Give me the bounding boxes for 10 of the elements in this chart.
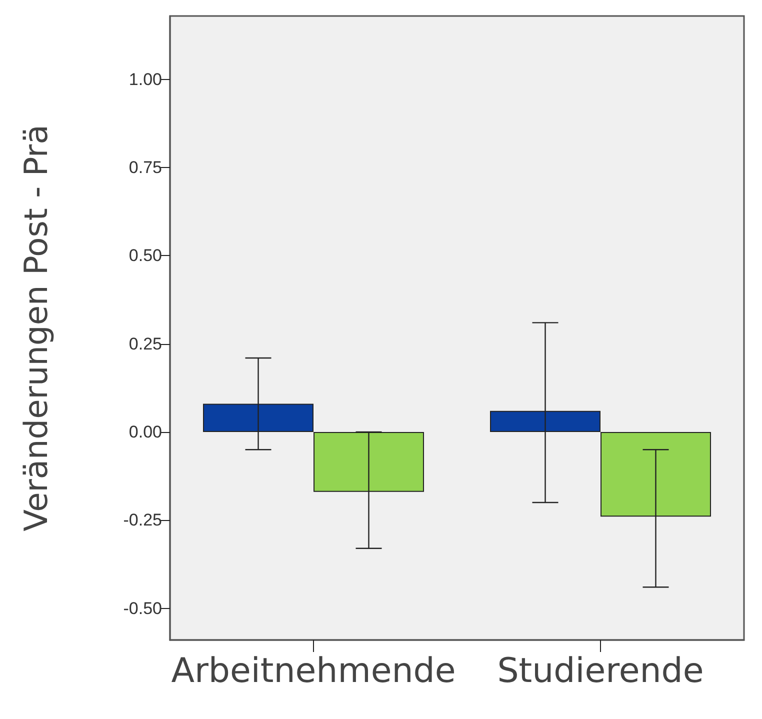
x-tick-label: Studierende [497, 651, 704, 691]
y-tick-label: 0.50 [128, 246, 162, 266]
y-tick-label: -0.25 [123, 510, 162, 530]
y-tick-label: 0.25 [128, 334, 162, 354]
y-tick-label: 1.00 [128, 70, 162, 89]
y-tick-label: 0.75 [128, 158, 162, 178]
y-tick-label: 0.00 [128, 422, 162, 442]
y-axis-title: Veränderungen Post - Prä [17, 124, 55, 532]
y-tick-label: -0.50 [123, 598, 162, 618]
x-tick-label: Arbeitnehmende [171, 651, 456, 691]
